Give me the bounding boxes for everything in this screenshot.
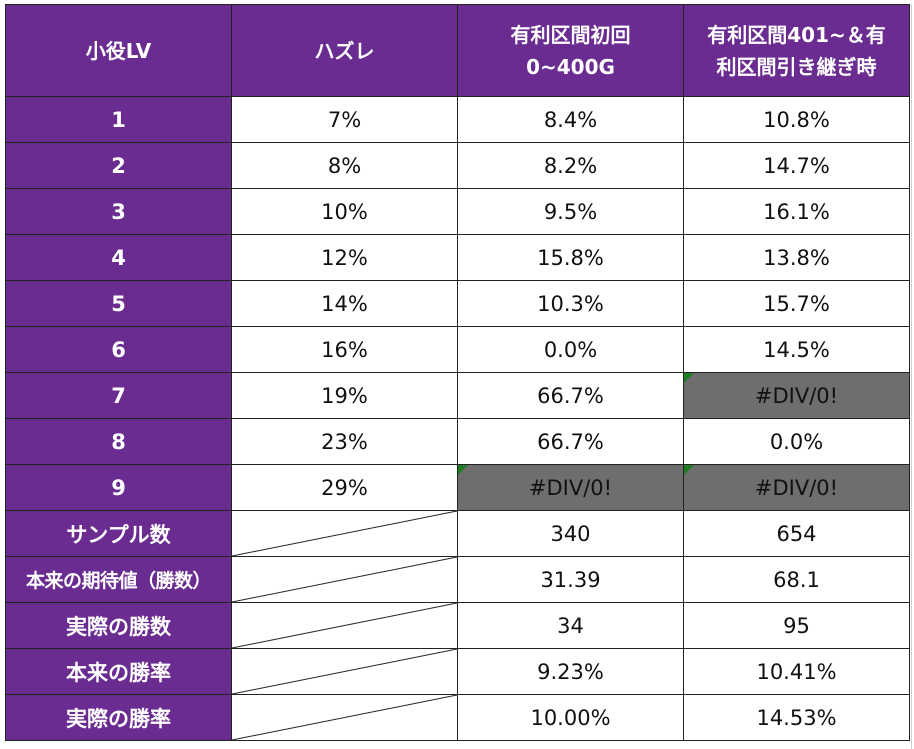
carry-cell[interactable]: 15.7% [683,280,910,327]
initial-cell[interactable]: 340 [457,510,684,557]
table-row: 9 29% #DIV/0! #DIV/0! [5,464,910,511]
initial-cell[interactable]: 8.4% [457,96,684,143]
row-label[interactable]: 6 [5,326,232,373]
summary-label[interactable]: 本来の勝率 [5,648,232,695]
row-label[interactable]: 3 [5,188,232,235]
row-label[interactable]: 4 [5,234,232,281]
summary-label[interactable]: 本来の期待値（勝数） [5,556,232,603]
summary-row: サンプル数 340 654 [5,510,910,557]
header-cell-carryover[interactable]: 有利区間401~＆有 利区間引き継ぎ時 [683,4,910,97]
summary-label[interactable]: 実際の勝率 [5,694,232,741]
table-row: 1 7% 8.4% 10.8% [5,96,910,143]
summary-row: 実際の勝率 10.00% 14.53% [5,694,910,741]
table-row: 7 19% 66.7% #DIV/0! [5,372,910,419]
header-cell-initial[interactable]: 有利区間初回 0~400G [457,4,684,97]
header-carry-line2: 利区間引き継ぎ時 [716,54,877,79]
header-row: 小役LV ハズレ 有利区間初回 0~400G 有利区間401~＆有 利区間引き継… [5,4,910,97]
error-text: #DIV/0! [754,383,839,408]
carry-cell[interactable]: 14.7% [683,142,910,189]
table-row: 8 23% 66.7% 0.0% [5,418,910,465]
carry-cell[interactable]: 13.8% [683,234,910,281]
diagonal-line [232,557,457,602]
hazure-cell[interactable]: 19% [231,372,458,419]
error-text: #DIV/0! [754,475,839,500]
column-gridline [911,4,912,749]
carry-cell[interactable]: 68.1 [683,556,910,603]
error-text: #DIV/0! [528,475,613,500]
summary-label[interactable]: 実際の勝数 [5,602,232,649]
empty-diagonal-cell[interactable] [231,556,458,603]
hazure-cell[interactable]: 7% [231,96,458,143]
diagonal-line [232,603,457,648]
header-initial-line2: 0~400G [526,54,615,79]
summary-row: 実際の勝数 34 95 [5,602,910,649]
error-indicator-icon [684,465,694,475]
initial-cell[interactable]: 10.3% [457,280,684,327]
diagonal-line [232,649,457,694]
carry-error-cell[interactable]: #DIV/0! [683,372,910,419]
row-label[interactable]: 2 [5,142,232,189]
initial-cell[interactable]: 34 [457,602,684,649]
header-initial-line1: 有利区間初回 [510,22,631,47]
initial-cell[interactable]: 9.23% [457,648,684,695]
initial-cell[interactable]: 31.39 [457,556,684,603]
initial-cell[interactable]: 66.7% [457,372,684,419]
summary-row: 本来の期待値（勝数） 31.39 68.1 [5,556,910,603]
table-row: 2 8% 8.2% 14.7% [5,142,910,189]
carry-cell[interactable]: 16.1% [683,188,910,235]
empty-diagonal-cell[interactable] [231,694,458,741]
initial-cell[interactable]: 66.7% [457,418,684,465]
initial-cell[interactable]: 10.00% [457,694,684,741]
hazure-cell[interactable]: 8% [231,142,458,189]
diagonal-line [232,511,457,556]
hazure-cell[interactable]: 16% [231,326,458,373]
diagonal-line [232,695,457,740]
initial-cell[interactable]: 8.2% [457,142,684,189]
row-label[interactable]: 7 [5,372,232,419]
row-label[interactable]: 5 [5,280,232,327]
hazure-cell[interactable]: 23% [231,418,458,465]
carry-cell[interactable]: 10.8% [683,96,910,143]
error-indicator-icon [684,373,694,383]
hazure-cell[interactable]: 10% [231,188,458,235]
carry-cell[interactable]: 95 [683,602,910,649]
error-indicator-icon [458,465,468,475]
hazure-cell[interactable]: 12% [231,234,458,281]
hazure-cell[interactable]: 29% [231,464,458,511]
table-row: 3 10% 9.5% 16.1% [5,188,910,235]
carry-cell[interactable]: 654 [683,510,910,557]
row-label[interactable]: 9 [5,464,232,511]
header-cell-koyaku-lv[interactable]: 小役LV [5,4,232,97]
carry-cell[interactable]: 14.53% [683,694,910,741]
table-row: 5 14% 10.3% 15.7% [5,280,910,327]
carry-cell[interactable]: 10.41% [683,648,910,695]
carry-cell[interactable]: 14.5% [683,326,910,373]
table-row: 6 16% 0.0% 14.5% [5,326,910,373]
summary-row: 本来の勝率 9.23% 10.41% [5,648,910,695]
empty-diagonal-cell[interactable] [231,510,458,557]
header-carry-line1: 有利区間401~＆有 [707,22,886,47]
initial-error-cell[interactable]: #DIV/0! [457,464,684,511]
table-row: 4 12% 15.8% 13.8% [5,234,910,281]
carry-error-cell[interactable]: #DIV/0! [683,464,910,511]
summary-label[interactable]: サンプル数 [5,510,232,557]
initial-cell[interactable]: 15.8% [457,234,684,281]
initial-cell[interactable]: 0.0% [457,326,684,373]
probability-table: 小役LV ハズレ 有利区間初回 0~400G 有利区間401~＆有 利区間引き継… [5,4,910,741]
initial-cell[interactable]: 9.5% [457,188,684,235]
hazure-cell[interactable]: 14% [231,280,458,327]
row-label[interactable]: 8 [5,418,232,465]
row-label[interactable]: 1 [5,96,232,143]
empty-diagonal-cell[interactable] [231,602,458,649]
empty-diagonal-cell[interactable] [231,648,458,695]
carry-cell[interactable]: 0.0% [683,418,910,465]
header-cell-hazure[interactable]: ハズレ [231,4,458,97]
